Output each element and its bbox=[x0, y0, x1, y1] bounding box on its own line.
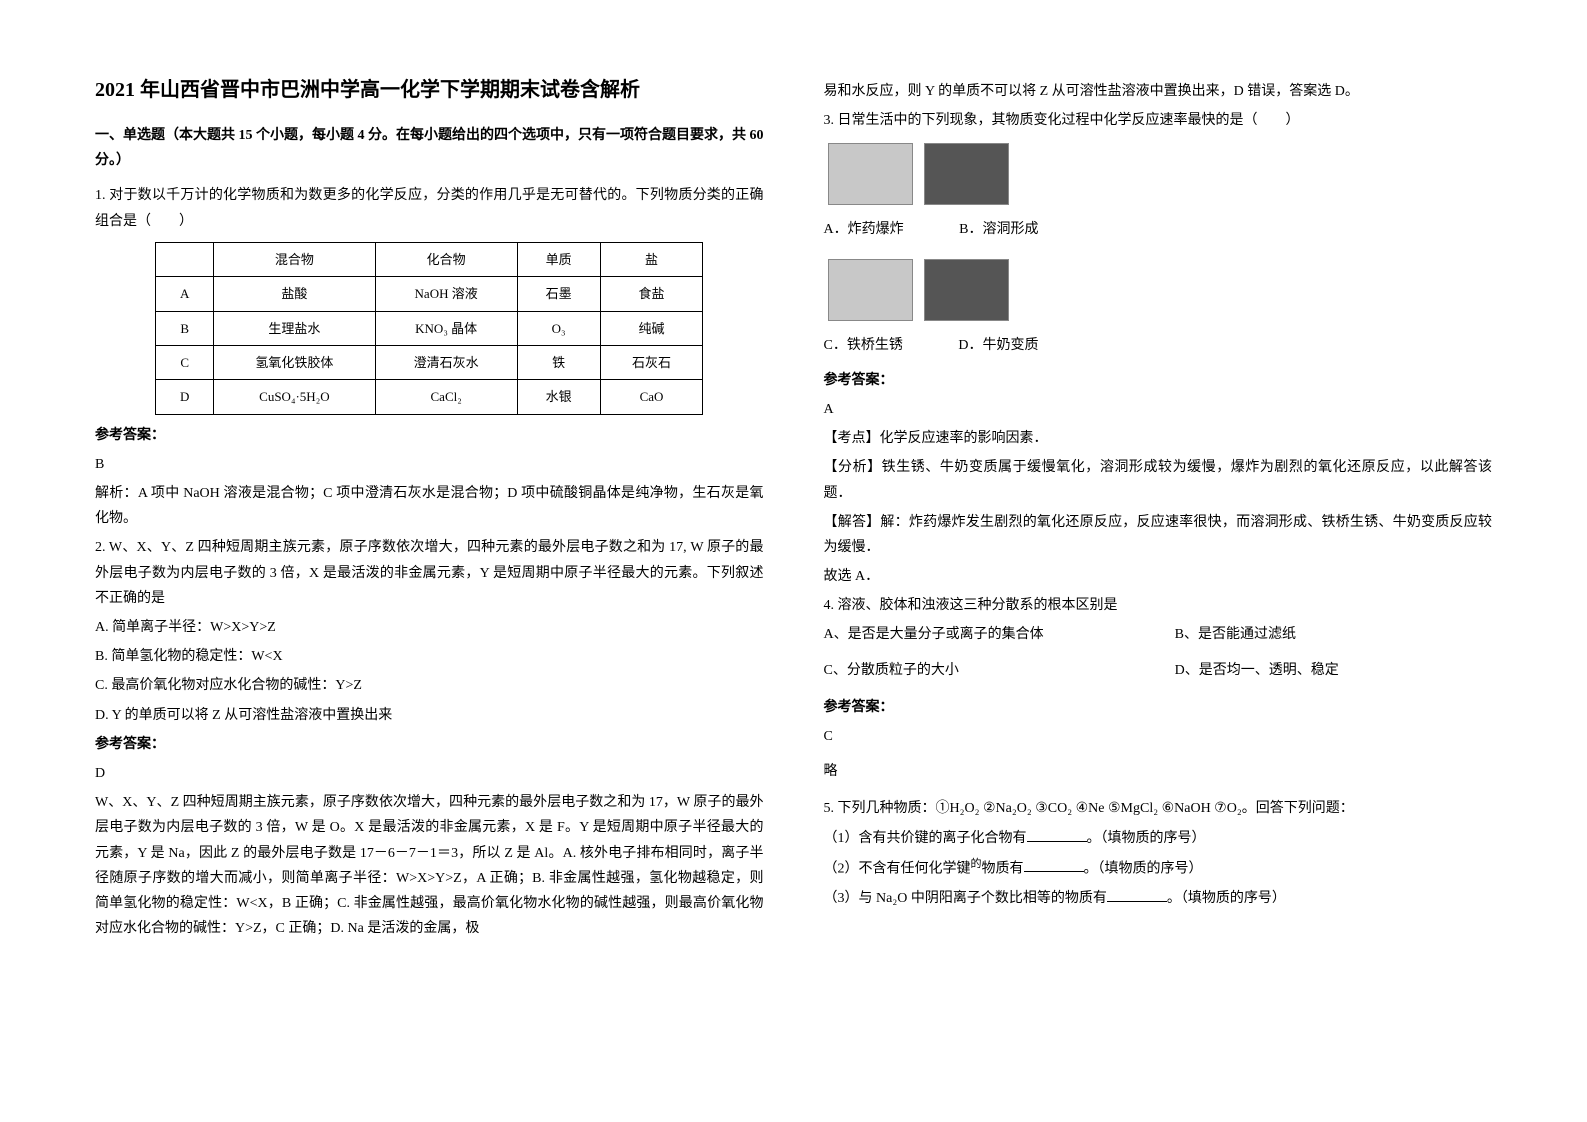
q4-opt-d: D、是否均一、透明、稳定 bbox=[1175, 663, 1339, 678]
td: 食盐 bbox=[600, 277, 703, 311]
q5-p3-b: 。（填物质的序号） bbox=[1167, 891, 1286, 906]
q3-answer-label: 参考答案： bbox=[824, 368, 1493, 393]
q4-opt-a: A、是否是大量分子或离子的集合体 bbox=[824, 622, 1172, 647]
td: KNO₃ 晶体 bbox=[375, 311, 517, 345]
page-columns: 2021 年山西省晋中市巴洲中学高一化学下学期期末试卷含解析 一、单选题（本大题… bbox=[95, 75, 1492, 1082]
q3-opt-a: A．炸药爆炸 bbox=[824, 217, 904, 242]
table-row: B 生理盐水 KNO₃ 晶体 O₃ 纯碱 bbox=[156, 311, 703, 345]
q3-opt-d: D．牛奶变质 bbox=[958, 333, 1038, 358]
td: 石墨 bbox=[517, 277, 600, 311]
q4-note: 略 bbox=[824, 759, 1493, 784]
q3-options-cd: C．铁桥生锈 D．牛奶变质 bbox=[824, 333, 1493, 358]
th: 化合物 bbox=[375, 242, 517, 276]
q4-answer: C bbox=[824, 724, 1493, 749]
q5-p2-mid: 的 bbox=[971, 858, 982, 870]
table-row: D CuSO₄·5H₂O CaCl₂ 水银 CaO bbox=[156, 380, 703, 414]
q5-p2-a: （2）不含有任何化学键 bbox=[824, 861, 971, 876]
q1-table: 混合物 化合物 单质 盐 A 盐酸 NaOH 溶液 石墨 食盐 B 生理盐水 K… bbox=[155, 242, 703, 415]
q4-opts-cd: C、分散质粒子的大小 D、是否均一、透明、稳定 bbox=[824, 658, 1493, 683]
td: D bbox=[156, 380, 214, 414]
q4-opts-ab: A、是否是大量分子或离子的集合体 B、是否能通过滤纸 bbox=[824, 622, 1493, 647]
td: CaO bbox=[600, 380, 703, 414]
q2-opt-c: C. 最高价氧化物对应水化合物的碱性：Y>Z bbox=[95, 673, 764, 698]
td: 铁 bbox=[517, 345, 600, 379]
cave-image bbox=[924, 143, 1009, 205]
blank bbox=[1107, 888, 1167, 902]
q5-stem: 5. 下列几种物质：①H₂O₂ ②Na₂O₂ ③CO₂ ④Ne ⑤MgCl₂ ⑥… bbox=[824, 796, 1493, 821]
blank bbox=[1027, 828, 1087, 842]
q4-stem: 4. 溶液、胶体和浊液这三种分散系的根本区别是 bbox=[824, 593, 1493, 618]
td: CaCl₂ bbox=[375, 380, 517, 414]
td: C bbox=[156, 345, 214, 379]
q2-opt-d: D. Y 的单质可以将 Z 从可溶性盐溶液中置换出来 bbox=[95, 703, 764, 728]
q4-answer-label: 参考答案： bbox=[824, 695, 1493, 720]
td: O₃ bbox=[517, 311, 600, 345]
right-column: 易和水反应，则 Y 的单质不可以将 Z 从可溶性盐溶液中置换出来，D 错误，答案… bbox=[824, 75, 1493, 1082]
q3-analysis: 【分析】铁生锈、牛奶变质属于缓慢氧化，溶洞形成较为缓慢，爆炸为剧烈的氧化还原反应… bbox=[824, 455, 1493, 505]
th: 盐 bbox=[600, 242, 703, 276]
q5-p1-b: 。（填物质的序号） bbox=[1087, 831, 1206, 846]
td: 水银 bbox=[517, 380, 600, 414]
q3-opt-c: C．铁桥生锈 bbox=[824, 333, 903, 358]
q2-opt-a: A. 简单离子半径：W>X>Y>Z bbox=[95, 615, 764, 640]
q5-p2-b: 物质有 bbox=[982, 861, 1024, 876]
td: 氢氧化铁胶体 bbox=[214, 345, 376, 379]
td: 澄清石灰水 bbox=[375, 345, 517, 379]
q1-answer-label: 参考答案： bbox=[95, 423, 764, 448]
td: 生理盐水 bbox=[214, 311, 376, 345]
q2-opt-b: B. 简单氢化物的稳定性：W<X bbox=[95, 644, 764, 669]
q5-p3-a: （3）与 Na₂O 中阴阳离子个数比相等的物质有 bbox=[824, 891, 1107, 906]
th: 混合物 bbox=[214, 242, 376, 276]
explosion-image bbox=[828, 143, 913, 205]
td: NaOH 溶液 bbox=[375, 277, 517, 311]
bridge-image bbox=[828, 259, 913, 321]
td: 纯碱 bbox=[600, 311, 703, 345]
q2-answer-label: 参考答案： bbox=[95, 732, 764, 757]
q3-opt-b: B．溶洞形成 bbox=[959, 217, 1038, 242]
q2-stem: 2. W、X、Y、Z 四种短周期主族元素，原子序数依次增大，四种元素的最外层电子… bbox=[95, 535, 764, 611]
blank bbox=[1024, 858, 1084, 872]
q5-part-3: （3）与 Na₂O 中阴阳离子个数比相等的物质有 。（填物质的序号） bbox=[824, 886, 1493, 911]
q5-part-1: （1）含有共价键的离子化合物有 。（填物质的序号） bbox=[824, 826, 1493, 851]
q3-stem: 3. 日常生活中的下列现象，其物质变化过程中化学反应速率最快的是（ ） bbox=[824, 108, 1493, 133]
table-row: A 盐酸 NaOH 溶液 石墨 食盐 bbox=[156, 277, 703, 311]
td: 盐酸 bbox=[214, 277, 376, 311]
page-title: 2021 年山西省晋中市巴洲中学高一化学下学期期末试卷含解析 bbox=[95, 75, 764, 105]
q3-point: 【考点】化学反应速率的影响因素． bbox=[824, 426, 1493, 451]
q2-answer: D bbox=[95, 761, 764, 786]
td: CuSO₄·5H₂O bbox=[214, 380, 376, 414]
q4-opt-b: B、是否能通过滤纸 bbox=[1175, 627, 1296, 642]
left-column: 2021 年山西省晋中市巴洲中学高一化学下学期期末试卷含解析 一、单选题（本大题… bbox=[95, 75, 764, 1082]
q3-images-row-1 bbox=[824, 137, 1493, 211]
q3-answer: A bbox=[824, 397, 1493, 422]
table-row: C 氢氧化铁胶体 澄清石灰水 铁 石灰石 bbox=[156, 345, 703, 379]
q3-options-ab: A．炸药爆炸 B．溶洞形成 bbox=[824, 217, 1493, 242]
q3-pick: 故选 A． bbox=[824, 564, 1493, 589]
q2-explain-2: 易和水反应，则 Y 的单质不可以将 Z 从可溶性盐溶液中置换出来，D 错误，答案… bbox=[824, 79, 1493, 104]
q2-explain-1: W、X、Y、Z 四种短周期主族元素，原子序数依次增大，四种元素的最外层电子数之和… bbox=[95, 790, 764, 941]
q3-solve: 【解答】解：炸药爆炸发生剧烈的氧化还原反应，反应速率很快，而溶洞形成、铁桥生锈、… bbox=[824, 510, 1493, 560]
td: B bbox=[156, 311, 214, 345]
q1-stem: 1. 对于数以千万计的化学物质和为数更多的化学反应，分类的作用几乎是无可替代的。… bbox=[95, 183, 764, 233]
td: A bbox=[156, 277, 214, 311]
q5-part-2: （2）不含有任何化学键的物质有 。（填物质的序号） bbox=[824, 855, 1493, 882]
q1-answer: B bbox=[95, 452, 764, 477]
th: 单质 bbox=[517, 242, 600, 276]
q5-p2-c: 。（填物质的序号） bbox=[1084, 861, 1203, 876]
q4-opt-c: C、分散质粒子的大小 bbox=[824, 658, 1172, 683]
section-1-title: 一、单选题（本大题共 15 个小题，每小题 4 分。在每小题给出的四个选项中，只… bbox=[95, 123, 764, 173]
td: 石灰石 bbox=[600, 345, 703, 379]
table-row: 混合物 化合物 单质 盐 bbox=[156, 242, 703, 276]
milk-image bbox=[924, 259, 1009, 321]
q5-p1-a: （1）含有共价键的离子化合物有 bbox=[824, 831, 1027, 846]
q1-explain: 解析：A 项中 NaOH 溶液是混合物；C 项中澄清石灰水是混合物；D 项中硫酸… bbox=[95, 481, 764, 531]
q3-images-row-2 bbox=[824, 253, 1493, 327]
th bbox=[156, 242, 214, 276]
